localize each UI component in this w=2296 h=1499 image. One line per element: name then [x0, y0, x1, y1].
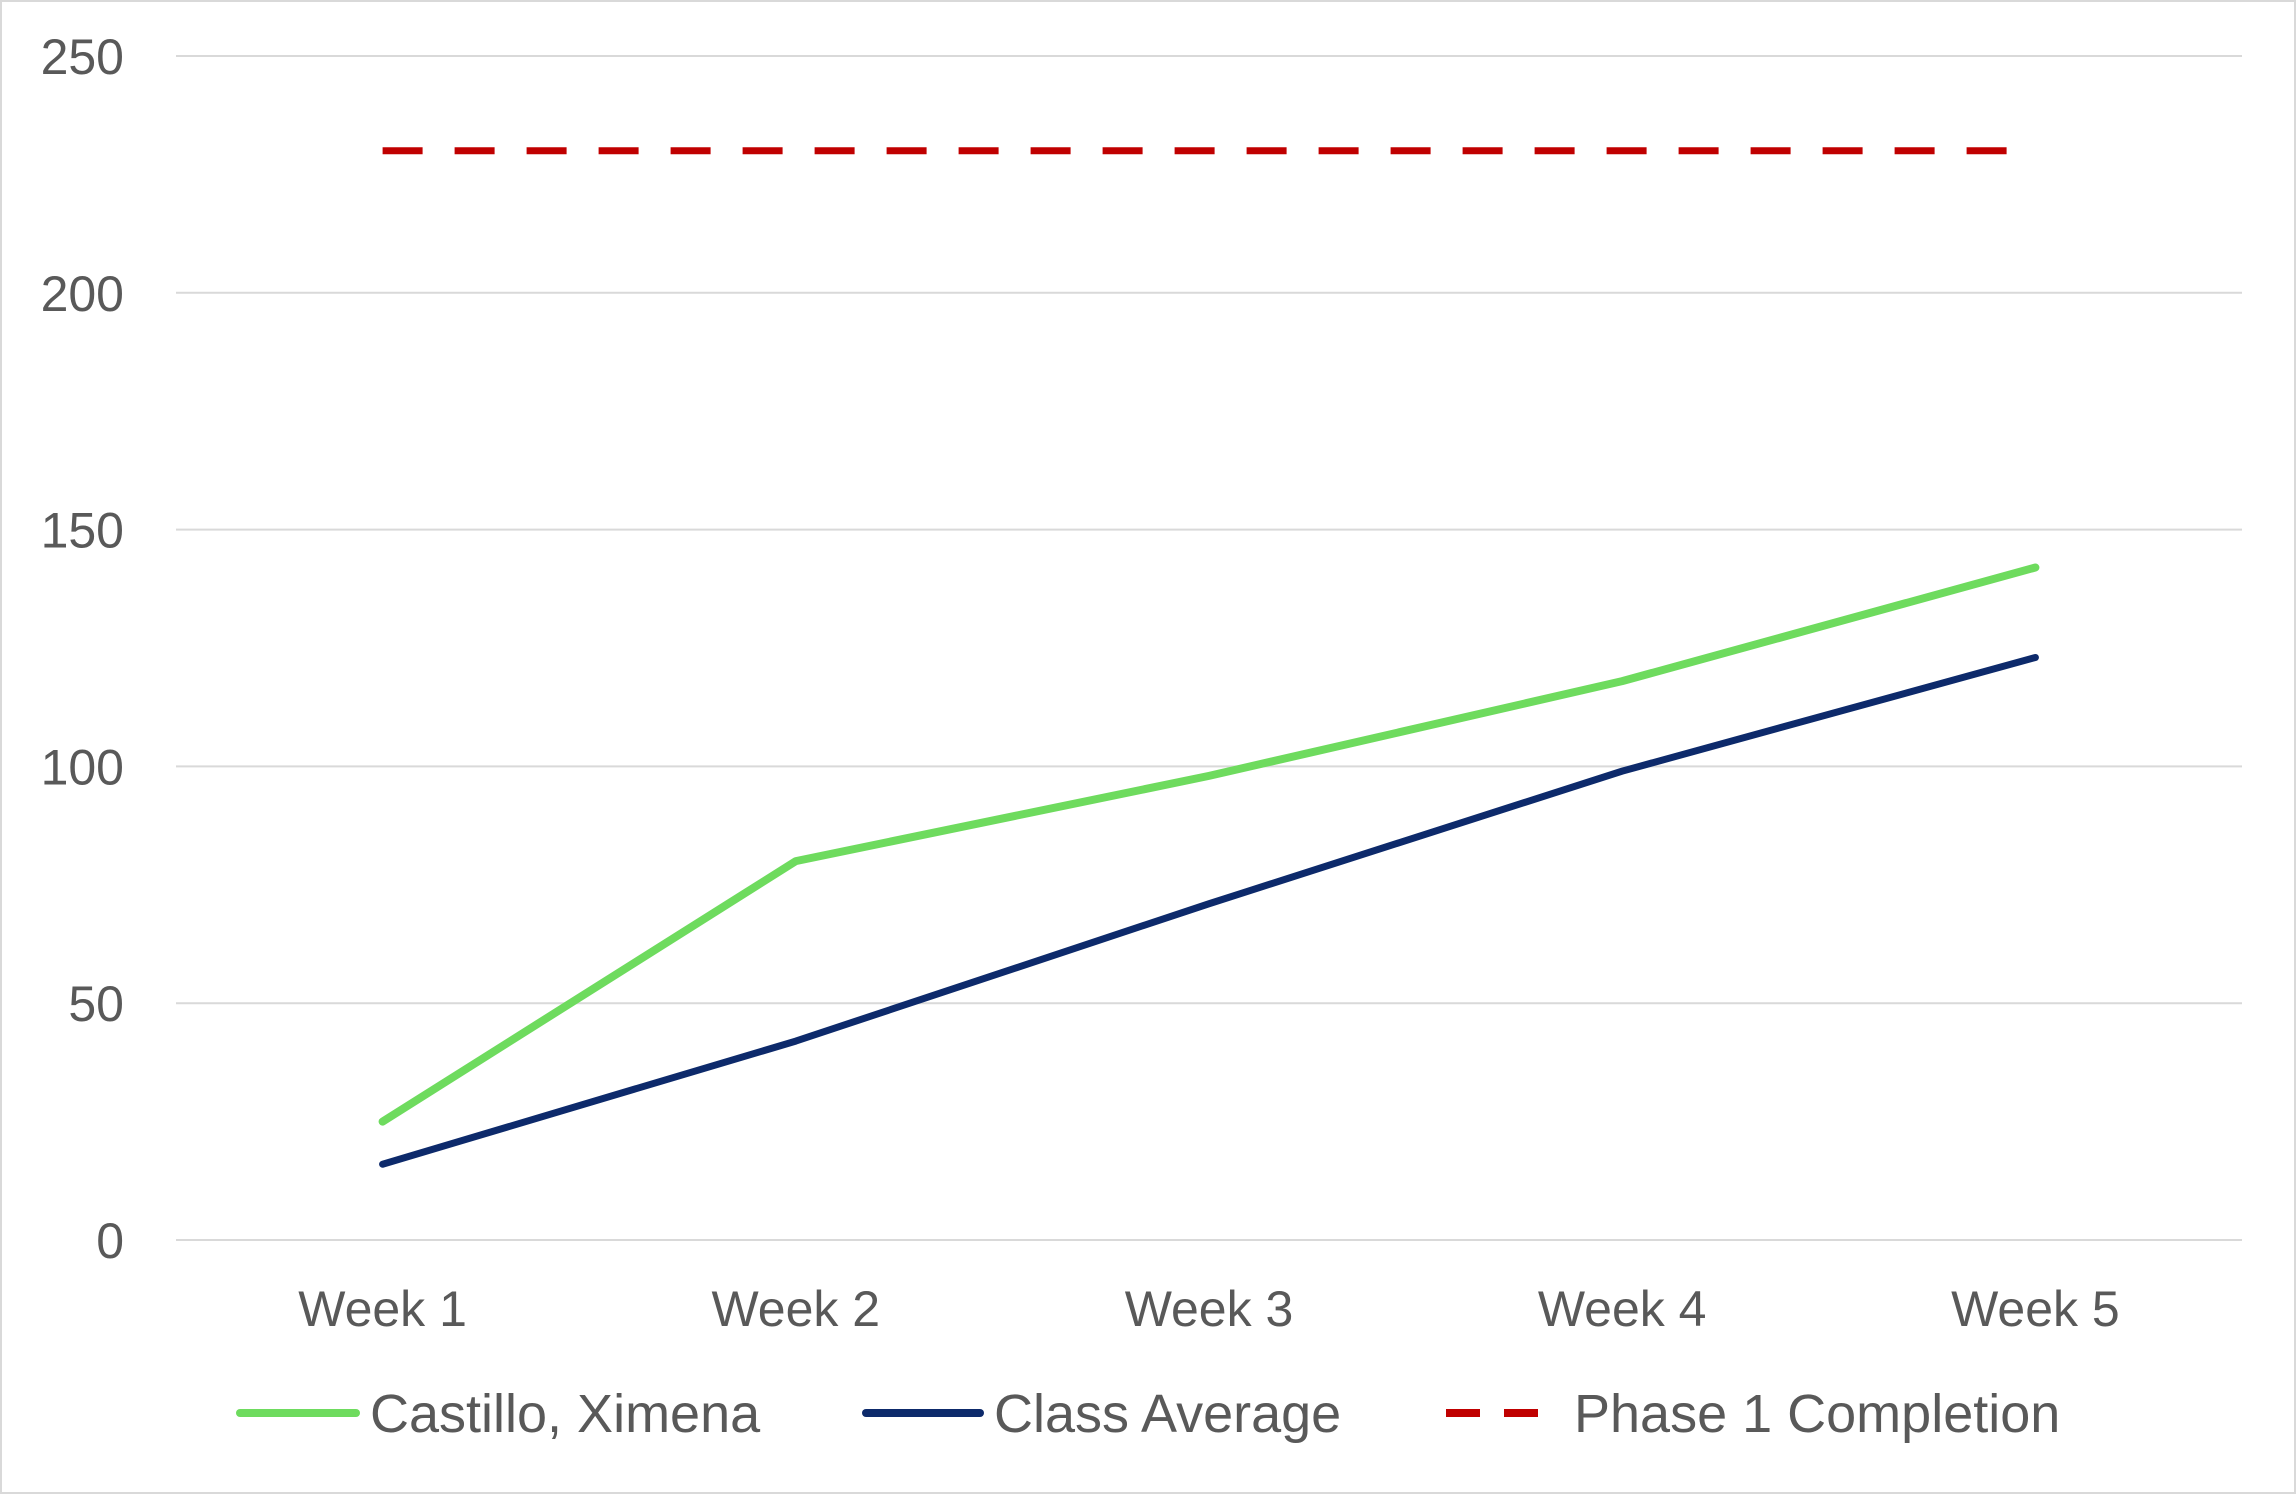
y-tick-label: 100 [41, 739, 124, 795]
legend-label-0: Castillo, Ximena [370, 1384, 761, 1444]
y-tick-label: 200 [41, 266, 124, 322]
y-axis-ticks: 0 50 100 150 200 250 [41, 29, 124, 1269]
x-tick-label: Week 4 [1538, 1281, 1707, 1337]
legend: Castillo, Ximena Class Average Phase 1 Com… [236, 1384, 2060, 1444]
legend-label-2: Phase 1 Completion [1574, 1384, 2060, 1444]
series-line-0 [378, 563, 2040, 1126]
y-tick-label: 0 [96, 1213, 124, 1269]
x-tick-label: Week 3 [1125, 1281, 1294, 1337]
x-tick-label: Week 5 [1951, 1281, 2120, 1337]
series-lines [378, 147, 2040, 1168]
gridlines [176, 55, 2242, 1241]
y-tick-label: 150 [41, 503, 124, 559]
x-tick-label: Week 2 [711, 1281, 880, 1337]
legend-label-1: Class Average [994, 1384, 1341, 1444]
y-tick-label: 250 [41, 29, 124, 85]
x-axis-ticks: Week 1 Week 2 Week 3 Week 4 Week 5 [298, 1281, 2119, 1337]
x-tick-label: Week 1 [298, 1281, 467, 1337]
y-tick-label: 50 [68, 976, 124, 1032]
series-line-1 [379, 653, 2039, 1168]
